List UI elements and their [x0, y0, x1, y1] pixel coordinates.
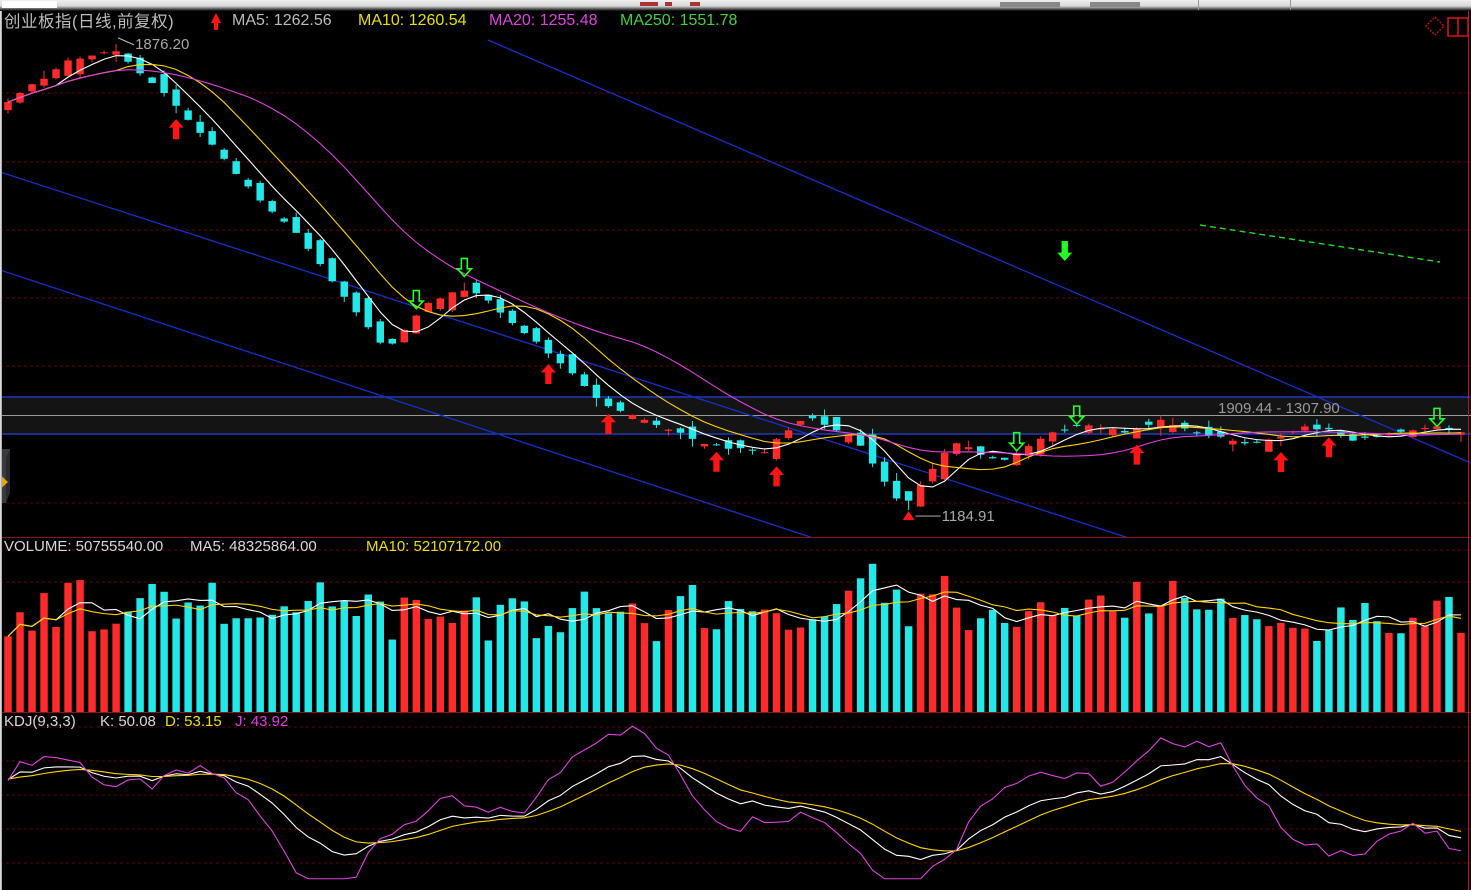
svg-text:1876.20: 1876.20	[135, 36, 189, 53]
svg-text:1909.44 - 1307.90: 1909.44 - 1307.90	[1218, 400, 1340, 417]
svg-text:1184.91: 1184.91	[942, 508, 995, 525]
